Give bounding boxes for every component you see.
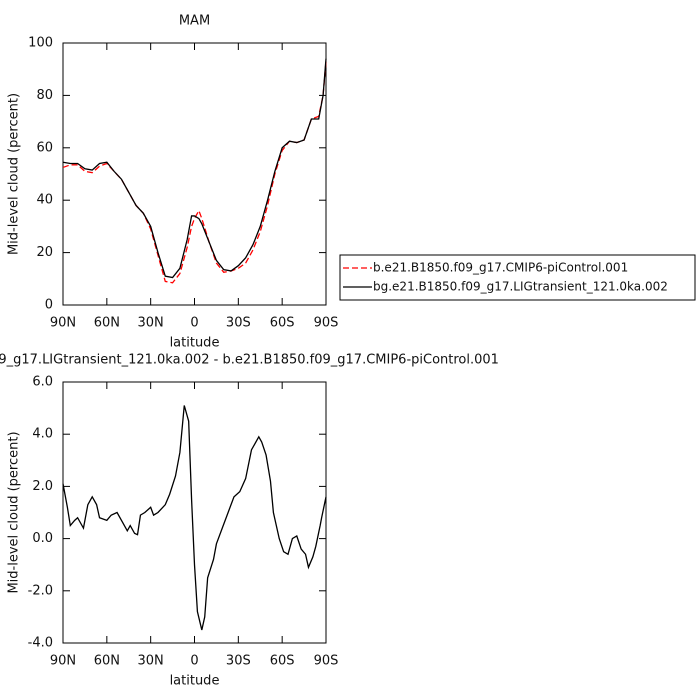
y-tick-label: 4.0 — [32, 427, 53, 442]
x-tick-label: 90S — [314, 316, 339, 331]
y-tick-label: 40 — [36, 193, 53, 208]
legend-box — [339, 254, 696, 301]
y-tick-label: 60 — [36, 140, 53, 155]
x-tick-label: 90S — [314, 654, 339, 669]
x-tick-label: 60N — [94, 654, 120, 669]
y-axis-label: Mid-level cloud (percent) — [7, 93, 22, 255]
x-tick-label: 30N — [138, 654, 164, 669]
plot-frame — [62, 42, 327, 306]
y-tick-label: -2.0 — [28, 583, 53, 598]
y-axis-label: Mid-level cloud (percent) — [7, 431, 22, 593]
chart-title: MAM — [179, 14, 210, 29]
y-tick-label: 20 — [36, 245, 53, 260]
x-tick-label: 60S — [270, 316, 295, 331]
y-tick-label: 80 — [36, 88, 53, 103]
x-tick-label: 60N — [94, 316, 120, 331]
data-line — [62, 405, 327, 631]
y-tick-label: -4.0 — [28, 636, 53, 651]
legend-label: b.e21.B1850.f09_g17.CMIP6-piControl.001 — [373, 261, 628, 275]
x-tick-label: 60S — [270, 654, 295, 669]
legend-label: bg.e21.B1850.f09_g17.LIGtransient_121.0k… — [373, 280, 668, 294]
x-tick-label: 30S — [226, 316, 251, 331]
plot-frame — [62, 381, 327, 644]
data-line — [62, 58, 327, 279]
y-tick-label: 0.0 — [32, 531, 53, 546]
x-tick-label: 30S — [226, 654, 251, 669]
data-line — [62, 61, 327, 284]
x-axis-label: latitude — [170, 674, 220, 689]
y-tick-label: 100 — [28, 36, 53, 51]
x-axis-label: latitude — [170, 336, 220, 351]
x-tick-label: 90N — [50, 316, 76, 331]
y-tick-label: 0 — [45, 298, 53, 313]
x-tick-label: 90N — [50, 654, 76, 669]
y-tick-label: 2.0 — [32, 479, 53, 494]
x-tick-label: 30N — [138, 316, 164, 331]
x-tick-label: 0 — [190, 316, 198, 331]
y-tick-label: 6.0 — [32, 375, 53, 390]
chart-title: bg.e21.B1850.f09_g17.LIGtransient_121.0k… — [0, 353, 499, 368]
x-tick-label: 0 — [190, 654, 198, 669]
